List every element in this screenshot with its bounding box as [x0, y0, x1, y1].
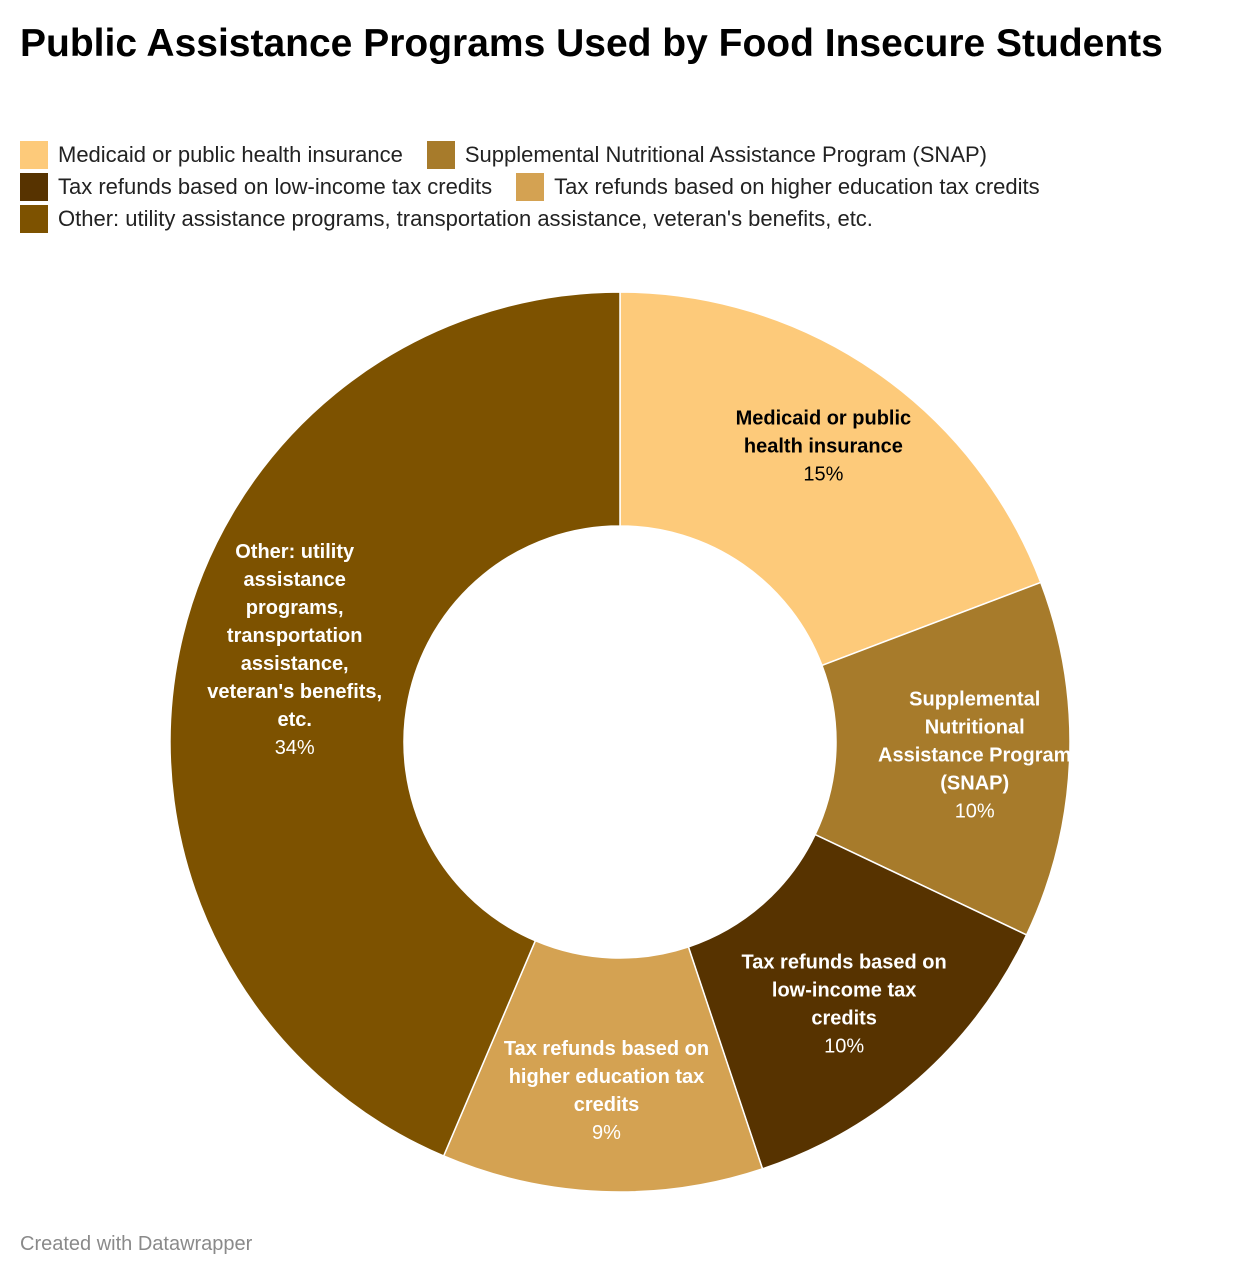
legend-row-2: Tax refunds based on low-income tax cred…: [20, 171, 1220, 203]
slice-value-low-income-tax: 10%: [824, 1035, 864, 1057]
slice-label-name-line: Tax refunds based on: [742, 951, 947, 973]
legend-item-low-income-tax: Tax refunds based on low-income tax cred…: [20, 173, 492, 201]
legend-swatch-medicaid: [20, 141, 48, 169]
legend-label-higher-ed-tax: Tax refunds based on higher education ta…: [554, 174, 1040, 199]
slice-label-name-line: low-income tax: [772, 979, 916, 1001]
slice-label-name-line: higher education tax: [509, 1066, 705, 1088]
slice-value-snap: 10%: [955, 801, 995, 823]
legend-item-other: Other: utility assistance programs, tran…: [20, 205, 873, 233]
slice-label-name-line: (SNAP): [940, 773, 1009, 795]
slice-label-medicaid: Medicaid or public health insurance 15%: [736, 408, 912, 486]
legend-item-snap: Supplemental Nutritional Assistance Prog…: [426, 141, 987, 169]
donut-chart: Medicaid or public health insurance 15% Sup…: [169, 291, 1071, 1193]
slice-label-low-income-tax: Tax refunds based on low-income tax credit…: [742, 951, 947, 1057]
legend-item-higher-ed-tax: Tax refunds based on higher education ta…: [516, 173, 1040, 201]
legend: Medicaid or public health insurance Supp…: [20, 139, 1220, 235]
slice-label-name-line: Assistance Program: [878, 745, 1071, 767]
slice-label-name-line: transportation: [227, 625, 363, 647]
legend-swatch-low-income-tax: [20, 173, 48, 201]
legend-row-3: Other: utility assistance programs, tran…: [20, 203, 1220, 235]
slice-medicaid: [619, 291, 1042, 667]
legend-label-low-income-tax: Tax refunds based on low-income tax cred…: [58, 174, 493, 199]
chart-title: Public Assistance Programs Used by Food …: [20, 22, 1163, 65]
legend-row-1: Medicaid or public health insurance Supp…: [20, 139, 1220, 171]
slice-label-name-line: credits: [811, 1007, 877, 1029]
legend-swatch-snap: [426, 141, 455, 169]
footer-credit: Created with Datawrapper: [20, 1233, 253, 1255]
legend-label-other: Other: utility assistance programs, tran…: [58, 206, 873, 231]
slice-other: [169, 291, 621, 1157]
slice-label-name-line: health insurance: [744, 436, 903, 458]
slice-snap: [814, 581, 1071, 936]
legend-label-medicaid: Medicaid or public health insurance: [58, 142, 403, 167]
slice-label-name-line: credits: [574, 1094, 640, 1116]
legend-swatch-other: [20, 205, 48, 233]
slice-label-name-line: assistance: [244, 569, 346, 591]
slice-higher-ed-tax: [442, 939, 764, 1193]
slice-label-higher-ed-tax: Tax refunds based on higher education tax…: [504, 1038, 709, 1144]
slice-label-name-line: programs,: [246, 597, 344, 619]
slice-value-other: 34%: [275, 737, 315, 759]
legend-label-snap: Supplemental Nutritional Assistance Prog…: [464, 142, 987, 167]
legend-swatch-higher-ed-tax: [516, 173, 545, 201]
slice-label-name-line: etc.: [277, 709, 311, 731]
slice-label-other: Other: utility assistance programs, transpo…: [207, 541, 382, 759]
slice-value-medicaid: 15%: [803, 464, 843, 486]
slice-label-snap: Supplemental Nutritional Assistance Progra…: [878, 689, 1071, 823]
slice-label-name-line: veteran's benefits,: [207, 681, 382, 703]
slice-value-higher-ed-tax: 9%: [592, 1122, 621, 1144]
slice-label-name-line: Other: utility: [235, 541, 355, 563]
slice-low-income-tax: [687, 833, 1028, 1170]
slice-label-name-line: Supplemental: [909, 689, 1040, 711]
slice-label-name-line: Tax refunds based on: [504, 1038, 709, 1060]
slice-label-name-line: Nutritional: [925, 717, 1025, 739]
slice-label-name-line: assistance,: [241, 653, 349, 675]
legend-item-medicaid: Medicaid or public health insurance: [20, 141, 403, 169]
slice-label-name-line: Medicaid or public: [736, 408, 912, 430]
